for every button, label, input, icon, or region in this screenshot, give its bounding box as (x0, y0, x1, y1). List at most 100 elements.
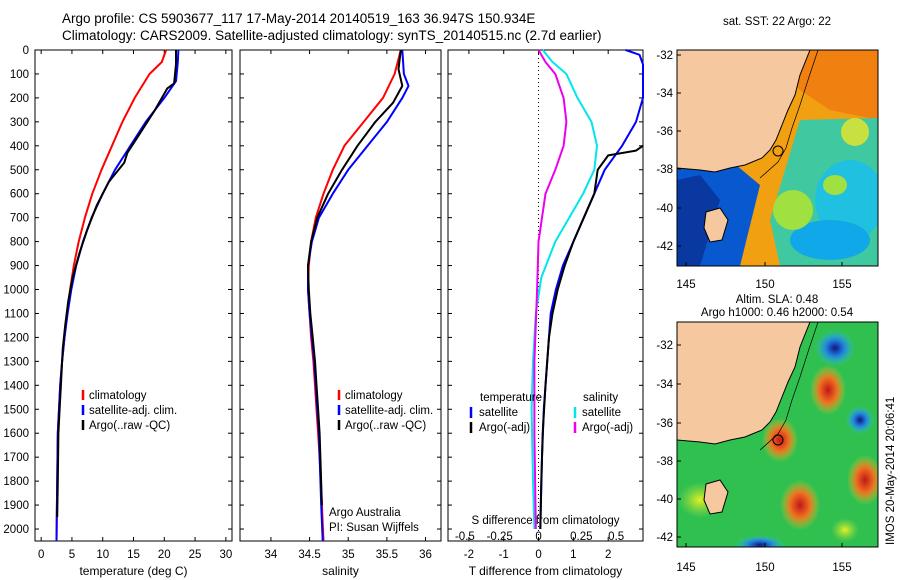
legend-label-salinity: satellite (582, 407, 621, 419)
xtick-label-difference: -1 (499, 549, 509, 561)
sla-map-ytick: -42 (656, 532, 673, 544)
xtick-label-temperature: 30 (219, 549, 232, 561)
series-difference-s-argo (533, 49, 568, 530)
xtick-label-temperature: 5 (69, 549, 75, 561)
sla-map-title2: Argo h1000: 0.46 h2000: 0.54 (701, 307, 854, 319)
sst-map-ytick: -32 (656, 50, 673, 62)
ytick-label: 2000 (3, 524, 29, 536)
xtick-label-difference: -2 (464, 549, 474, 561)
xlabel-difference: T difference from climatology (469, 564, 623, 578)
s-tick-label: -0.5 (455, 531, 475, 543)
sla-map-xtick: 145 (676, 562, 695, 574)
series-temperature-satellite-adj-clim- (55, 49, 180, 542)
legend-label-salinity: Argo(..raw -QC) (345, 420, 426, 432)
series-temperature-argo (56, 50, 177, 518)
sst-map-ytick: -40 (656, 203, 673, 215)
legend-label-temperature: satellite (479, 407, 518, 419)
ytick-label: 1800 (3, 476, 29, 488)
legend-label-salinity: Argo(-adj) (582, 422, 633, 434)
sst-map-title: sat. SST: 22 Argo: 22 (723, 16, 831, 28)
xtick-label-salinity: 36 (419, 549, 432, 561)
sla-map-xtick: 155 (832, 562, 851, 574)
plot-title-line2: Climatology: CARS2009. Satellite-adjuste… (62, 28, 602, 43)
sla-map (677, 322, 878, 547)
plot-title-line1: Argo profile: CS 5903677_117 17-May-2014… (62, 11, 536, 26)
sst-map-ytick: -34 (656, 88, 673, 100)
legend-label-temperature: Argo(..raw -QC) (89, 420, 170, 432)
legend-title-salinity: salinity (583, 392, 618, 404)
xtick-label-salinity: 34 (265, 549, 278, 561)
ytick-label: 600 (10, 189, 29, 201)
sla-map-xtick: 150 (755, 562, 774, 574)
legend-label-salinity: satellite-adj. clim. (345, 405, 433, 417)
panel-frame-temperature (34, 49, 233, 542)
xtick-label-difference: 1 (570, 549, 576, 561)
legend-label-temperature: Argo(-adj) (479, 422, 530, 434)
s-tick-label: 0.5 (608, 531, 624, 543)
ytick-label: 400 (10, 141, 29, 153)
sst-map-xtick: 155 (832, 279, 851, 291)
sla-map-ytick: -36 (656, 418, 673, 430)
sla-map-ytick: -32 (656, 340, 673, 352)
ytick-label: 300 (10, 117, 29, 129)
s-tick-label: -0.25 (487, 531, 513, 543)
sst-map-ytick: -38 (656, 164, 673, 176)
xtick-label-temperature: 15 (127, 549, 140, 561)
ytick-label: 100 (10, 69, 29, 81)
legend-label-temperature: climatology (89, 390, 147, 402)
s-tick-label: 0.25 (570, 531, 592, 543)
ytick-label: 700 (10, 213, 29, 225)
ytick-label: 900 (10, 261, 29, 273)
legend-title-temperature: temperature (480, 392, 542, 404)
panel-frame-difference (447, 49, 644, 542)
xtick-label-salinity: 35 (342, 549, 355, 561)
imos-timestamp: IMOS 20-May-2014 20:06:41 (885, 397, 897, 545)
series-difference-s-satellite (530, 49, 598, 530)
sla-map-ytick: -40 (656, 494, 673, 506)
legend-label-temperature: satellite-adj. clim. (89, 405, 177, 417)
ytick-label: 0 (23, 45, 29, 57)
sst-map-xtick: 150 (755, 279, 774, 291)
ytick-label: 1700 (3, 452, 29, 464)
series-salinity-satellite-adj-clim- (307, 49, 410, 542)
sla-map-ytick: -34 (656, 379, 673, 391)
xtick-label-salinity: 34.5 (298, 549, 320, 561)
xlabel-salinity: salinity (322, 564, 359, 578)
sst-map-ytick: -42 (656, 241, 673, 253)
ytick-label: 1100 (4, 308, 29, 320)
sst-map-xtick: 145 (676, 279, 695, 291)
xtick-label-salinity: 35.5 (376, 549, 398, 561)
xtick-label-temperature: 0 (38, 549, 44, 561)
ytick-label: 800 (10, 237, 29, 249)
legend-label-salinity: climatology (345, 390, 403, 402)
ytick-label: 1400 (3, 380, 29, 392)
series-temperature-climatology (55, 49, 168, 542)
ytick-label: 500 (10, 165, 29, 177)
xtick-label-temperature: 25 (189, 549, 202, 561)
ytick-label: 1000 (3, 285, 29, 297)
series-salinity-climatology (307, 49, 402, 542)
sst-map (677, 50, 878, 266)
sla-map-title1: Altim. SLA: 0.48 (736, 294, 818, 306)
sla-map-ytick: -38 (656, 456, 673, 468)
sst-map-ytick: -36 (656, 126, 673, 138)
s-tick-label: 0 (535, 531, 541, 543)
s-xlabel: S difference from climatology (471, 515, 619, 527)
ytick-label: 1500 (3, 404, 29, 416)
series-difference-t-argo (539, 144, 644, 530)
annotation-line2: PI: Susan Wijffels (329, 522, 419, 534)
ytick-label: 1600 (3, 428, 29, 440)
series-salinity-argo (307, 49, 404, 506)
xtick-label-difference: 2 (605, 549, 611, 561)
xtick-label-temperature: 10 (96, 549, 109, 561)
ytick-label: 1900 (3, 500, 29, 512)
argo-location-marker-sst (772, 145, 784, 157)
xtick-label-difference: 0 (535, 549, 541, 561)
xtick-label-temperature: 20 (158, 549, 171, 561)
ytick-label: 200 (10, 93, 29, 105)
ytick-label: 1300 (3, 356, 29, 368)
panel-frame-salinity (239, 49, 442, 542)
argo-location-marker-sla (772, 434, 784, 446)
xlabel-temperature: temperature (deg C) (79, 564, 187, 578)
